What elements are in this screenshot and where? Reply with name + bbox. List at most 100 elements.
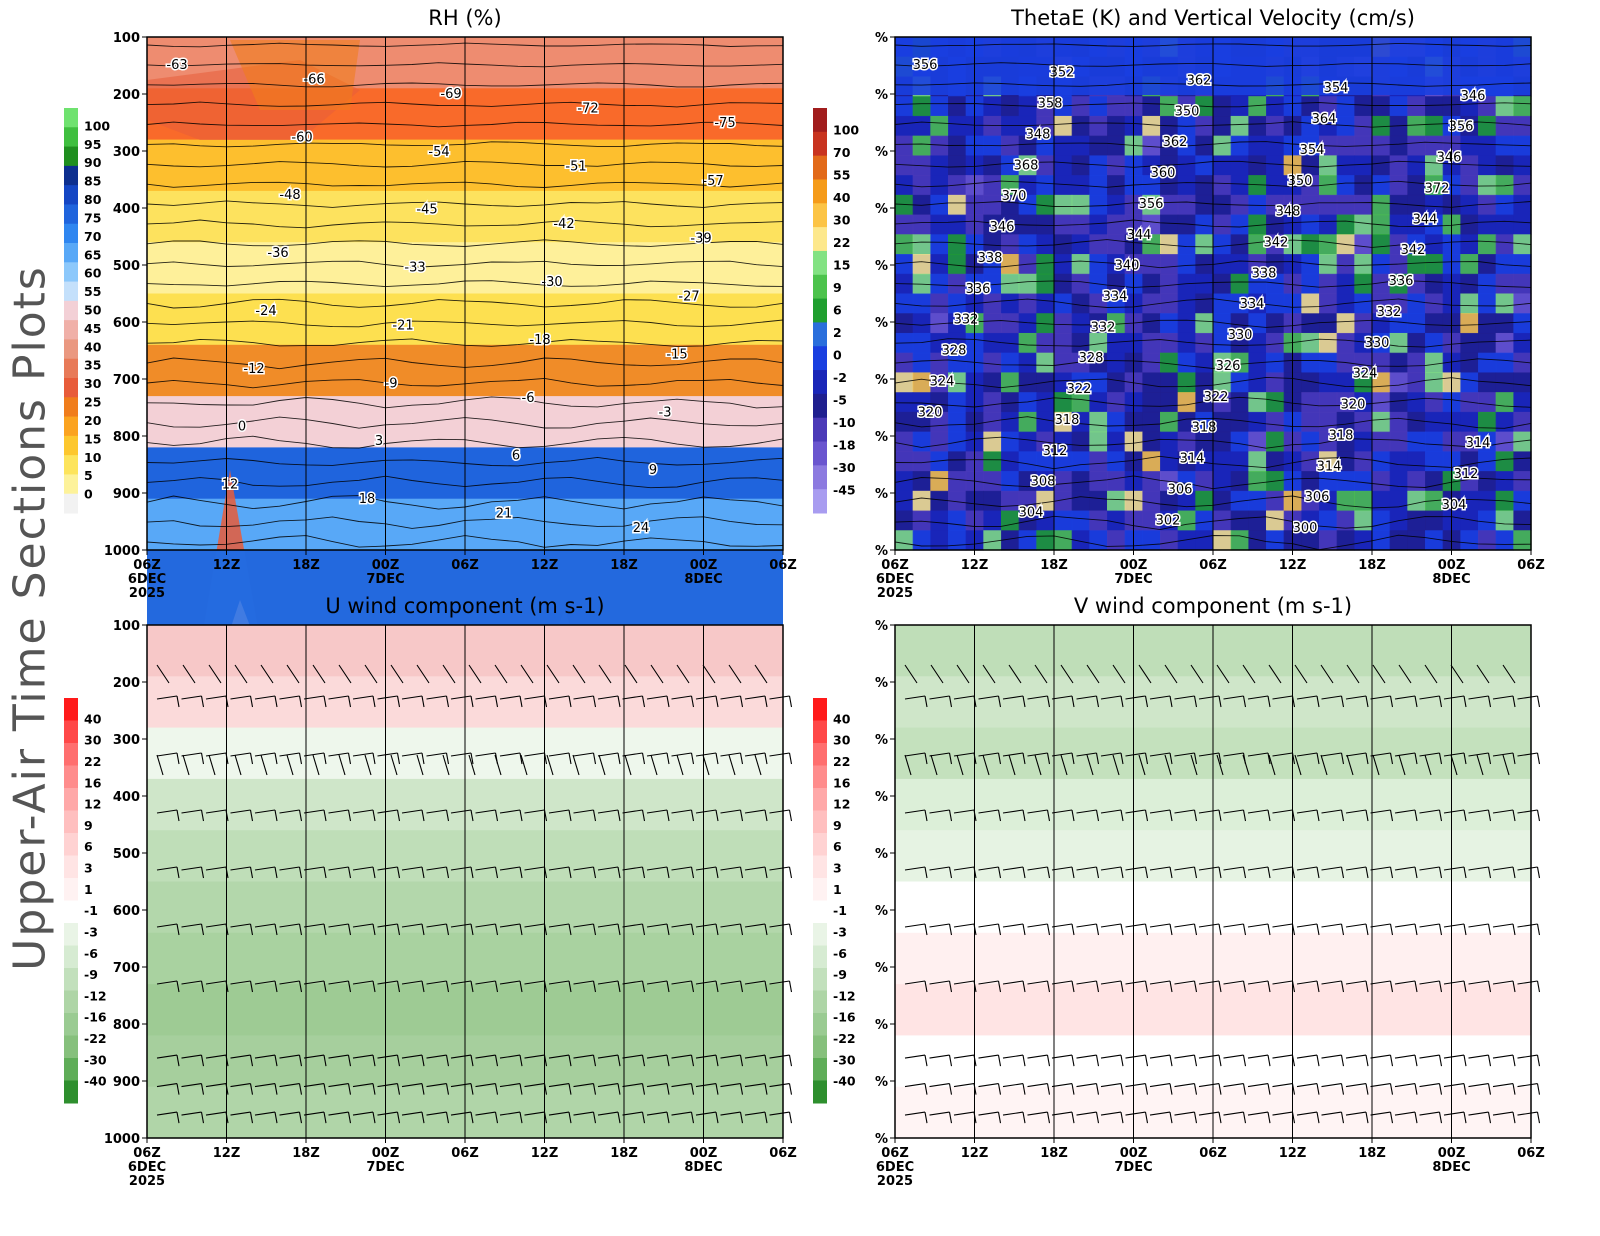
field-cell xyxy=(1407,293,1426,314)
contour-label: 322 xyxy=(1067,382,1092,397)
x-date-label: 7DEC xyxy=(366,572,404,587)
wind-barb xyxy=(1463,866,1467,879)
wind-barb xyxy=(690,695,695,708)
wind-barb xyxy=(1487,695,1492,708)
wind-barb xyxy=(200,809,205,822)
wind-barb xyxy=(200,980,205,993)
wind-barb xyxy=(499,695,521,700)
wind-barb xyxy=(1027,809,1048,814)
wind-barb xyxy=(1389,923,1394,936)
wind-barb xyxy=(956,664,970,684)
wind-barb xyxy=(499,1111,521,1116)
contour-label: 304 xyxy=(1442,498,1467,513)
x-tick-label: 06Z xyxy=(1517,558,1545,573)
wind-barb xyxy=(1389,752,1394,765)
wind-barb xyxy=(788,980,793,993)
field-cell xyxy=(1142,254,1161,275)
wind-barb xyxy=(1443,866,1465,871)
field-cell xyxy=(1142,273,1161,295)
colorbar-swatch xyxy=(64,923,78,946)
contour-label: 370 xyxy=(1002,189,1027,204)
colorbar-swatch xyxy=(813,179,827,204)
wind-barb xyxy=(421,1112,425,1124)
wind-barb xyxy=(997,1055,1002,1067)
colorbar-label: -9 xyxy=(84,967,98,982)
wind-barb xyxy=(617,1083,621,1095)
colorbar-swatch xyxy=(64,833,78,856)
field-cell xyxy=(912,135,931,156)
wind-barb xyxy=(739,866,744,879)
wind-barb xyxy=(347,695,352,708)
wind-barb xyxy=(230,1111,251,1116)
field-cell xyxy=(912,451,931,472)
field-cell xyxy=(1036,234,1055,255)
wind-barb xyxy=(904,1111,926,1116)
field-cell xyxy=(1266,96,1285,117)
field-cell xyxy=(1213,194,1232,216)
wind-barb xyxy=(181,809,202,814)
field-cell xyxy=(1071,411,1090,433)
wind-barb xyxy=(1138,754,1146,776)
wind-barb xyxy=(1100,752,1122,757)
field-cell xyxy=(1107,451,1126,472)
wind-barb xyxy=(1438,923,1443,936)
field-cell xyxy=(1036,352,1055,374)
wind-barb xyxy=(1487,809,1492,822)
wind-barb xyxy=(1370,980,1391,985)
field-cell xyxy=(1372,273,1391,295)
field-cell xyxy=(1354,431,1373,452)
field-cell xyxy=(1495,273,1514,295)
field-cell xyxy=(1177,451,1196,472)
x-tick-label: 00Z xyxy=(690,558,718,573)
wind-barb xyxy=(1365,1055,1369,1067)
wind-barb xyxy=(1247,923,1269,928)
colorbar-label: 0 xyxy=(84,487,93,502)
wind-barb xyxy=(769,866,790,871)
wind-barb xyxy=(1051,1083,1073,1088)
wind-barb xyxy=(442,664,456,684)
wind-barb xyxy=(666,752,670,765)
colorbar-label: 16 xyxy=(84,775,102,790)
wind-barb xyxy=(1419,866,1440,871)
contour-label: 320 xyxy=(1341,398,1366,413)
wind-barb xyxy=(1112,664,1126,684)
field-cell xyxy=(1177,293,1196,314)
x-date-label: 6DEC xyxy=(876,1160,914,1175)
field-cell xyxy=(1301,293,1320,314)
wind-barb xyxy=(426,923,447,928)
field-cell xyxy=(1089,96,1108,117)
wind-barb xyxy=(156,1083,178,1088)
field-cell xyxy=(1054,194,1073,216)
field-cell xyxy=(1089,155,1108,176)
wind-barb xyxy=(254,1111,276,1116)
contour-label: 368 xyxy=(1014,158,1039,173)
wind-barb xyxy=(1321,695,1342,700)
wind-barb xyxy=(573,980,594,985)
field-cell xyxy=(1230,392,1249,413)
wind-barb xyxy=(573,866,594,871)
wind-barb xyxy=(1267,1083,1271,1095)
field-cell xyxy=(1372,96,1391,117)
wind-barb xyxy=(156,923,178,928)
wind-barb xyxy=(426,809,447,814)
wind-barb xyxy=(279,923,300,928)
wind-barb xyxy=(524,923,545,928)
wind-barb xyxy=(1169,809,1173,822)
field-cell xyxy=(1407,155,1426,176)
contour-label: -42 xyxy=(553,217,574,232)
field-cell xyxy=(1248,313,1267,334)
field-cell xyxy=(912,115,931,137)
y-tick-label: 600 xyxy=(113,316,140,331)
field-cell xyxy=(1195,392,1214,413)
field-cell xyxy=(1425,530,1444,551)
wind-barb xyxy=(524,1054,545,1059)
wind-barb xyxy=(323,752,327,765)
field-cell xyxy=(1478,115,1497,137)
wind-barb xyxy=(1370,809,1391,814)
wind-barb xyxy=(279,866,300,871)
wind-barb xyxy=(1365,752,1369,765)
field-cell xyxy=(1195,490,1214,512)
wind-barb xyxy=(1027,752,1048,757)
x-date-label: 7DEC xyxy=(1114,1160,1152,1175)
field-cell xyxy=(1089,332,1108,354)
